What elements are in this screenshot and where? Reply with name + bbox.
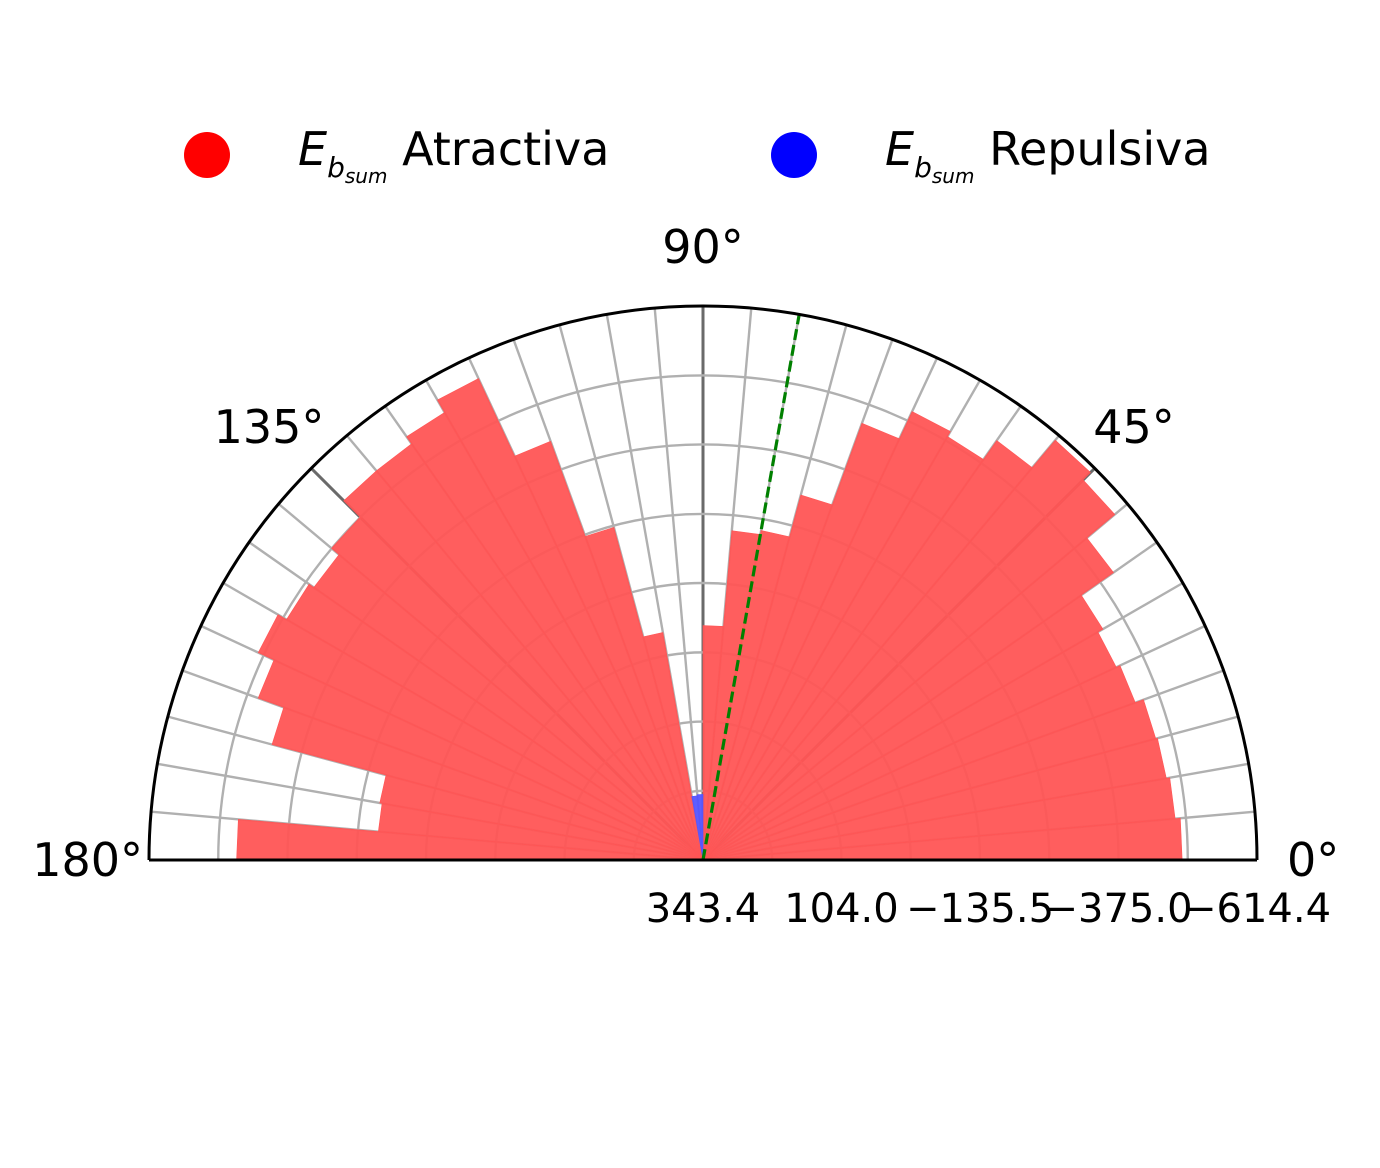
reference-line [701,314,801,861]
legend-marker-atractiva [184,132,230,178]
bar-repulsiva [691,795,704,861]
r-tick-label: 343.4 [646,886,761,932]
r-tick-label: −375.0 [1045,886,1193,932]
r-tick-label: −135.5 [906,886,1054,932]
r-tick-label: 104.0 [784,886,899,932]
theta-tick-label: 0° [1287,833,1339,887]
polar-bars [236,378,1183,861]
theta-tick-label: 90° [662,220,744,274]
legend-item-repulsiva: Ebsum Repulsiva [771,120,1211,190]
polar-frame-arc [147,304,1259,861]
theta-tick-label: 45° [1093,400,1175,454]
theta-tick-label: 180° [32,833,143,887]
legend-marker-repulsiva [771,132,817,178]
legend-label-atractiva: Ebsum Atractiva [298,122,610,188]
bar-atractiva [702,625,724,861]
polar-tick-labels: 0° 45° 90° 135° 180° 343.4 104.0 −135.5−375.0−6… [32,220,1339,932]
legend-item-atractiva: Ebsum Atractiva [184,120,609,190]
theta-tick-label: 135° [214,400,325,454]
polar-overlay [147,304,1259,862]
r-tick-label: −614.4 [1183,886,1331,932]
legend: Ebsum Atractiva Ebsum Repulsiva [0,120,1380,190]
legend-label-repulsiva: Ebsum Repulsiva [885,122,1211,188]
